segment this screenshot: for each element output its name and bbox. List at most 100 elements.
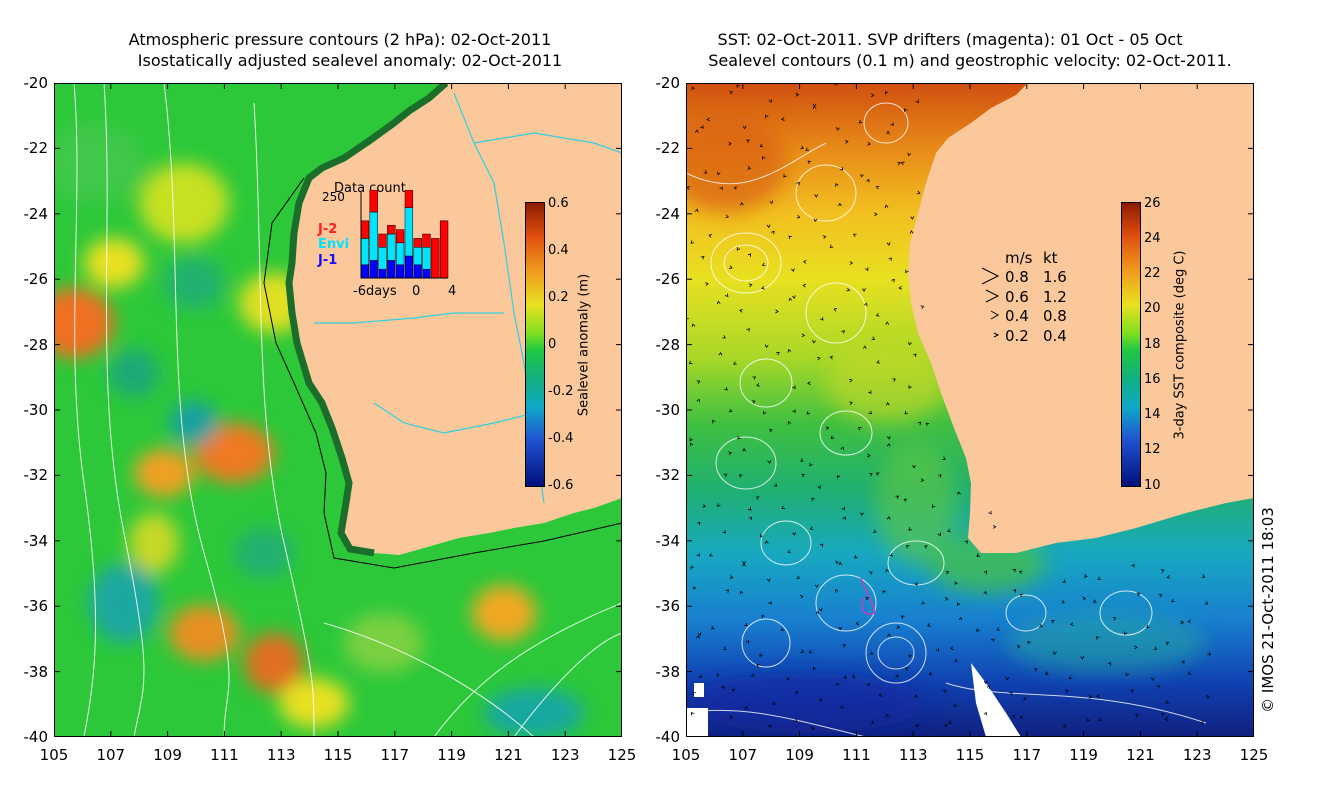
left-y-tick-label: -32 <box>23 466 49 485</box>
geostrophic-velocity-arrows <box>686 83 1211 731</box>
right-y-tick-label: -24 <box>655 204 681 223</box>
right-x-tick-label: 119 <box>1069 746 1098 764</box>
inset-title: Data count <box>334 181 406 196</box>
sst-cb-tick: 20 <box>1144 301 1161 316</box>
legend-arrow-02 <box>993 332 1000 338</box>
sealevel-colorbar-label: Sealevel anomaly (m) <box>576 273 592 417</box>
left-y-tick-label: -20 <box>23 74 49 92</box>
left-y-tick-label: -34 <box>23 531 49 550</box>
sealevel-cb-tick: 0.2 <box>548 290 569 305</box>
left-y-tick-label: -36 <box>23 597 49 616</box>
right-x-tick-label: 113 <box>898 746 928 764</box>
legend-arrow-04 <box>990 310 1000 320</box>
right-x-tick-label: 121 <box>1126 746 1155 764</box>
right-x-tick-label: 105 <box>671 746 701 764</box>
sst-cb-tick: 14 <box>1144 407 1161 422</box>
inset-bar-j1 <box>360 264 370 279</box>
inset-xlabel-zero: 0 <box>412 284 421 299</box>
sealevel-contours <box>686 102 1207 737</box>
velocity-legend-ms: 0.8 <box>1005 268 1029 286</box>
inset-bar-j1 <box>369 260 378 279</box>
shelf-contour <box>263 177 622 569</box>
sst-cb-tick: 24 <box>1144 231 1161 246</box>
right-y-tick-label: -40 <box>655 728 681 746</box>
velocity-legend-ms: 0.2 <box>1005 327 1029 345</box>
left-y-tick-label: -28 <box>23 335 49 354</box>
anomaly-blobs <box>54 123 584 737</box>
velocity-legend-kt: 0.4 <box>1043 327 1067 345</box>
left-axis-ticks <box>54 83 622 737</box>
right-y-tick-label: -30 <box>655 401 681 419</box>
left-y-tick-label: -30 <box>23 401 49 419</box>
right-x-tick-label: 111 <box>842 746 871 764</box>
inset-legend-j1: J-1 <box>318 253 338 268</box>
pressure-contours <box>73 83 622 737</box>
right-x-tick-label: 115 <box>955 746 985 764</box>
left-y-tick-label: -22 <box>23 139 49 158</box>
left-x-tick-label: 109 <box>153 746 182 764</box>
velocity-legend-arrows <box>981 267 1000 338</box>
left-y-tick-label: -24 <box>23 204 49 223</box>
svp-drifter-track <box>860 577 875 615</box>
coastline <box>285 83 449 557</box>
inset-bar-j2 <box>431 238 440 279</box>
inset-bar-envi <box>413 246 422 266</box>
right-x-tick-label: 117 <box>1012 746 1042 764</box>
sst-colorbar <box>1121 202 1141 487</box>
right-x-tick-label: 107 <box>728 746 758 764</box>
inset-bar-envi <box>422 246 431 270</box>
inset-bar-j1 <box>413 264 422 279</box>
sst-cb-tick: 16 <box>1144 372 1161 387</box>
australia-land-sst <box>908 83 1254 553</box>
right-panel-title-line1: SST: 02-Oct-2011. SVP drifters (magenta)… <box>717 30 1183 49</box>
data-count-bars <box>360 190 449 279</box>
left-x-tick-label: 113 <box>266 746 296 764</box>
inset-bar-envi <box>395 242 405 266</box>
inset-bar-j2 <box>369 190 378 213</box>
inset-bar-j1 <box>404 255 414 279</box>
right-panel-title-line2: Sealevel contours (0.1 m) and geostrophi… <box>708 51 1232 70</box>
left-y-tick-label: -38 <box>23 662 49 681</box>
sst-cb-tick: 10 <box>1144 478 1161 493</box>
velocity-legend-kt-header: kt <box>1043 249 1058 267</box>
inset-bar-j1 <box>387 260 396 279</box>
right-y-tick-label: -38 <box>655 662 681 681</box>
right-y-tick-label: -20 <box>655 74 681 92</box>
velocity-legend-kt: 1.2 <box>1043 288 1067 306</box>
sst-colorbar-label: 3-day SST composite (deg C) <box>1172 250 1188 440</box>
velocity-legend-ms-header: m/s <box>1005 249 1033 267</box>
left-x-tick-label: 117 <box>380 746 410 764</box>
inset-bar-j2 <box>360 220 370 239</box>
inset-bar-envi <box>360 238 370 266</box>
sealevel-cb-tick: -0.6 <box>548 478 574 493</box>
right-y-tick-label: -22 <box>655 139 681 158</box>
imos-credit: © IMOS 21-Oct-2011 18:03 <box>1259 507 1277 713</box>
inset-bar-j1 <box>378 268 387 279</box>
left-x-tick-label: 121 <box>494 746 523 764</box>
left-panel-title-line2: Isostatically adjusted sealevel anomaly:… <box>137 51 563 70</box>
sealevel-colorbar <box>525 202 545 487</box>
legend-arrow-08 <box>981 267 1000 285</box>
left-x-tick-label: 105 <box>39 746 69 764</box>
right-x-tick-label: 109 <box>785 746 814 764</box>
inset-legend-j2: J-2 <box>318 222 338 237</box>
inset-ymax-label: 250 <box>322 190 345 204</box>
right-x-tick-label: 123 <box>1182 746 1212 764</box>
sst-cb-tick: 26 <box>1144 196 1161 211</box>
left-x-tick-label: 115 <box>323 746 353 764</box>
left-x-tick-label: 111 <box>210 746 239 764</box>
left-panel-title-line1: Atmospheric pressure contours (2 hPa): 0… <box>128 30 552 49</box>
inset-bar-j2 <box>395 229 405 244</box>
inset-bar-j2 <box>404 190 414 208</box>
inset-bar-envi <box>369 211 378 261</box>
right-y-tick-label: -28 <box>655 335 681 354</box>
inset-bar-envi <box>387 233 396 261</box>
inset-bar-j1 <box>395 264 405 279</box>
left-y-tick-label: -40 <box>23 728 49 746</box>
sst-cb-tick: 18 <box>1144 337 1161 352</box>
right-axis-ticks <box>686 83 1254 737</box>
sst-map <box>686 83 1254 737</box>
sealevel-cb-tick: -0.4 <box>548 431 574 446</box>
sealevel-cb-tick: 0.6 <box>548 196 569 211</box>
velocity-legend-ms: 0.6 <box>1005 288 1029 306</box>
